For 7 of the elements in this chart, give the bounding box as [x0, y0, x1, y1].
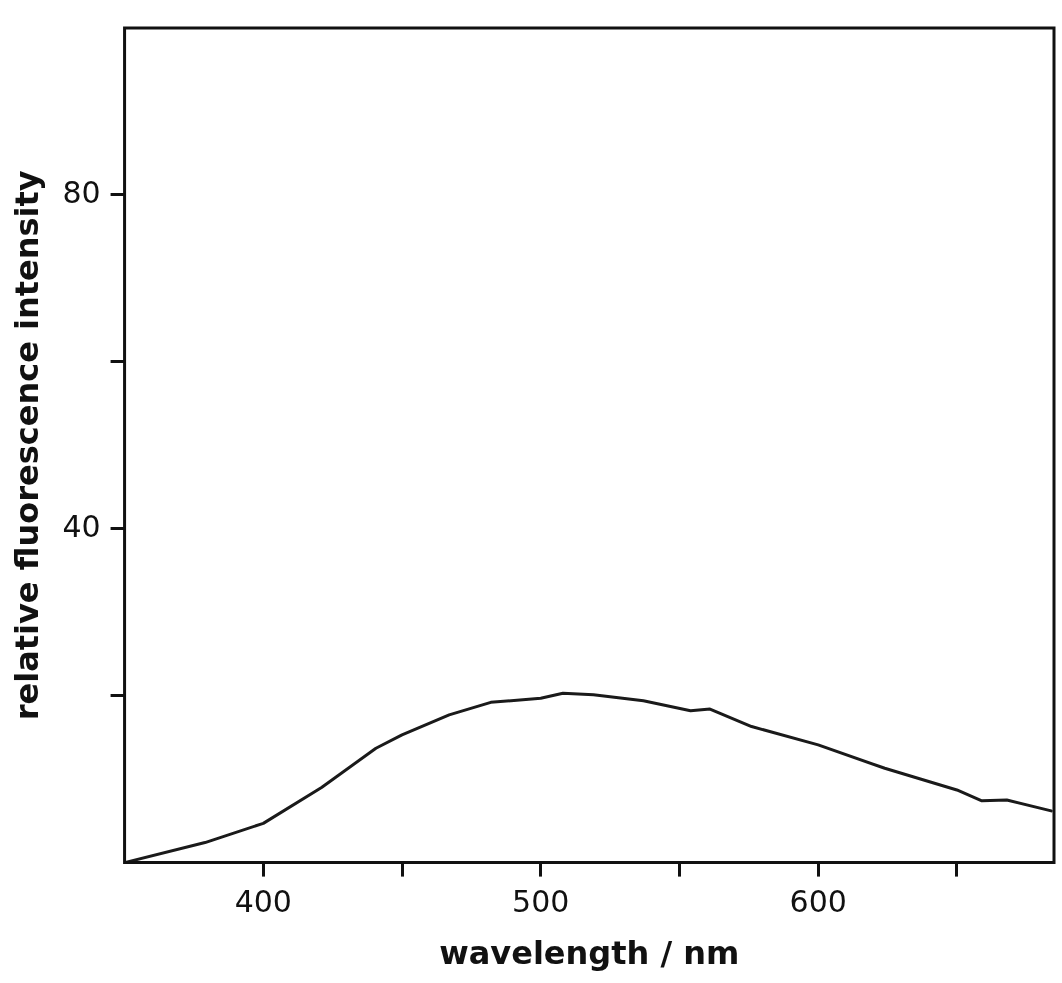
x-tick-label: 400	[234, 884, 292, 920]
y-tick-label: 80	[62, 174, 101, 210]
y-axis-title: relative fluorescence intensity	[7, 170, 46, 721]
x-tick-label: 500	[512, 884, 570, 920]
x-axis-title: wavelength / nm	[439, 934, 740, 973]
y-tick-label: 40	[62, 508, 101, 544]
x-tick-label: 600	[789, 884, 847, 920]
